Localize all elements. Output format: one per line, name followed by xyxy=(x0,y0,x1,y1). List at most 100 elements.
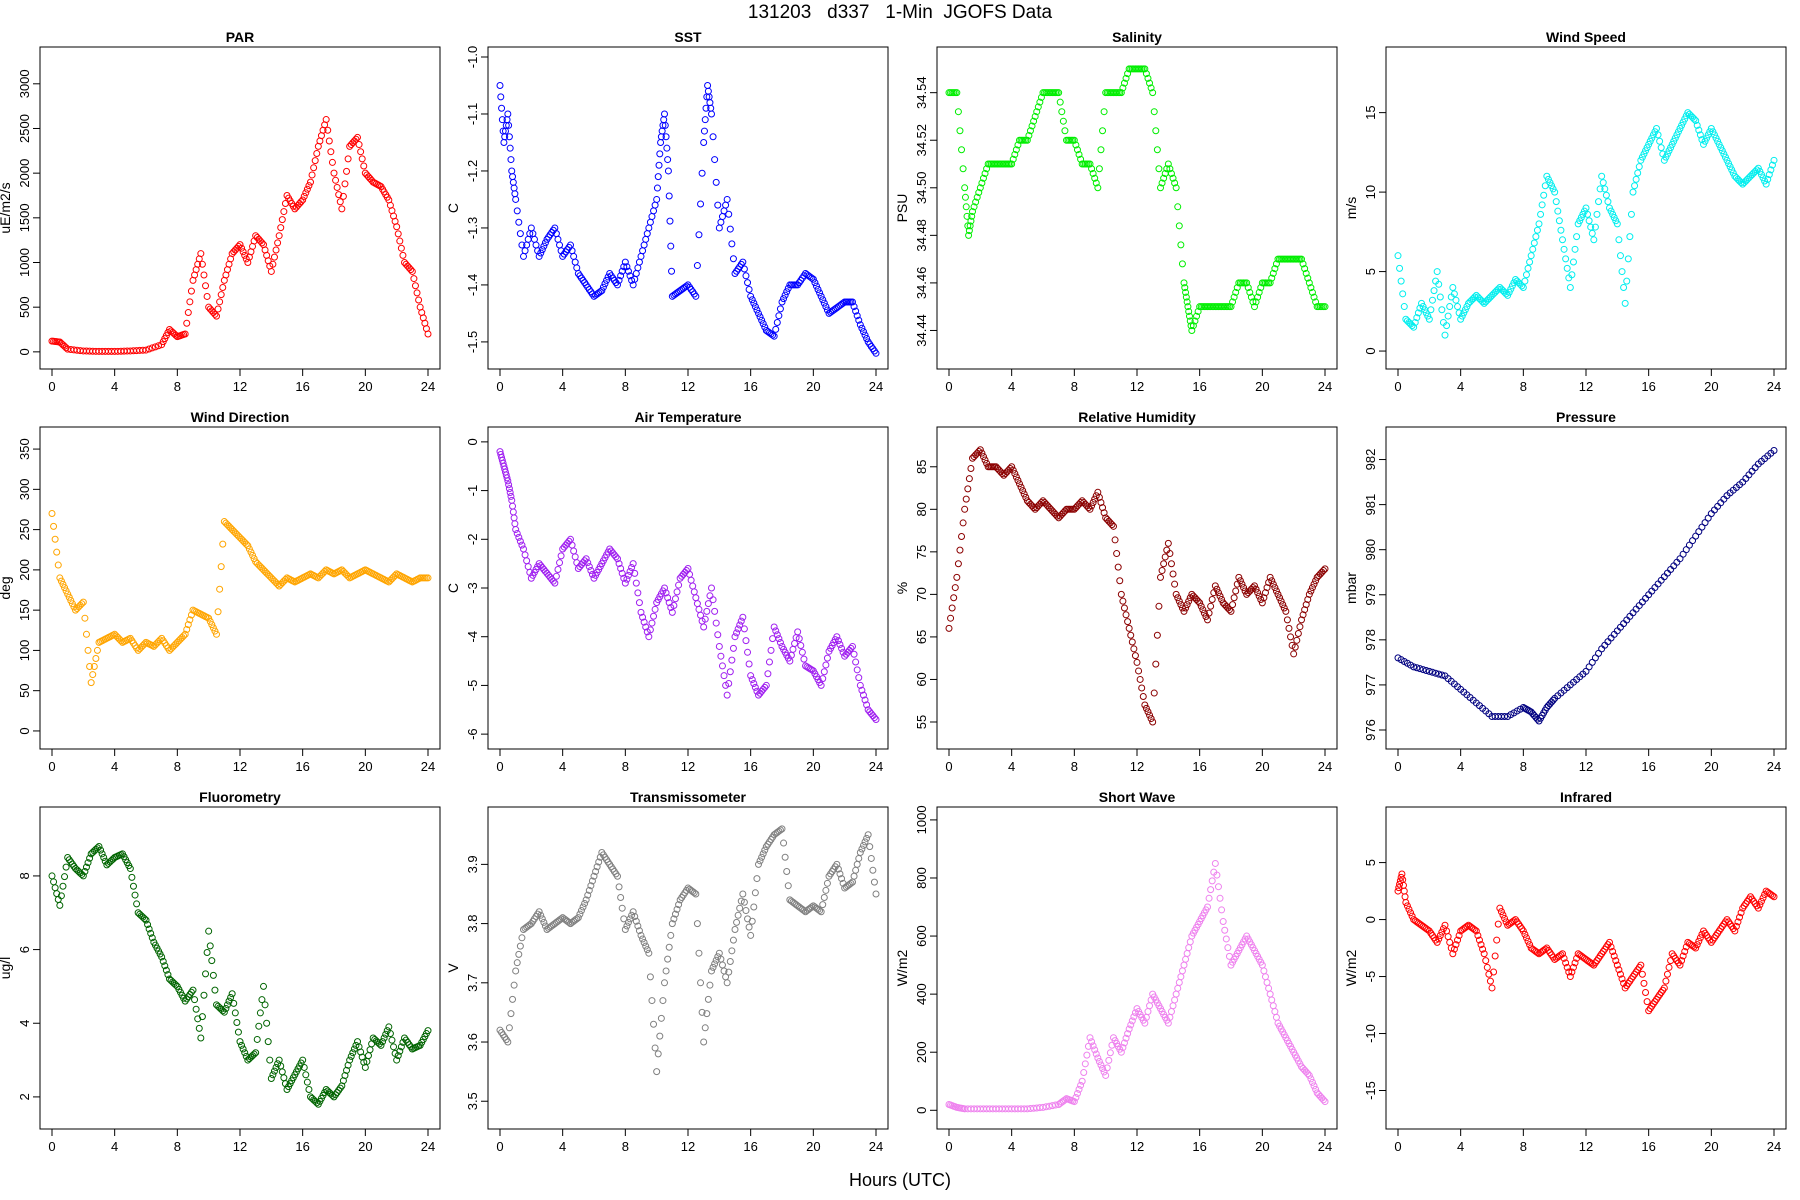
panel-title-relative-humidity: Relative Humidity xyxy=(1078,409,1196,425)
data-point-interp xyxy=(1679,952,1687,960)
panel-title-par: PAR xyxy=(226,29,255,45)
data-point-interp xyxy=(847,644,855,652)
x-tick-label-short-wave: 0 xyxy=(945,1139,952,1154)
data-point-interp xyxy=(956,546,964,554)
data-point-interp xyxy=(759,850,767,858)
data-point-interp xyxy=(1524,264,1532,272)
data-point xyxy=(598,287,606,295)
data-point-interp xyxy=(511,190,519,198)
data-point xyxy=(762,681,770,689)
data-point-interp xyxy=(1768,892,1776,900)
data-point-interp xyxy=(847,879,855,887)
data-point-interp xyxy=(1207,886,1215,894)
data-point-interp xyxy=(1396,264,1404,272)
data-point-interp xyxy=(1254,293,1262,301)
data-point-interp xyxy=(211,310,219,318)
data-point-interp xyxy=(1229,601,1237,609)
y-tick-label-sst: -1.3 xyxy=(465,217,480,239)
data-point-interp xyxy=(540,242,548,250)
data-point xyxy=(142,916,150,924)
data-point-interp xyxy=(247,548,255,556)
data-point-interp xyxy=(1678,957,1686,965)
data-point-interp xyxy=(722,201,730,209)
data-point-interp xyxy=(1615,966,1623,974)
data-point-interp xyxy=(1135,667,1143,675)
data-point xyxy=(508,167,516,175)
data-point xyxy=(961,184,969,192)
y-tick-label-wind-direction: 0 xyxy=(17,727,32,734)
data-point-interp xyxy=(670,915,678,923)
data-point-interp xyxy=(661,121,669,129)
data-point-interp xyxy=(972,198,980,206)
x-tick-label-infrared: 12 xyxy=(1579,1139,1593,1154)
data-point-interp xyxy=(628,564,636,572)
data-point-interp xyxy=(1167,1008,1175,1016)
data-point-interp xyxy=(819,296,827,304)
data-point-interp xyxy=(604,273,612,281)
data-point-interp xyxy=(1072,1094,1080,1102)
data-point xyxy=(770,332,778,340)
x-tick-label-transmissometer: 4 xyxy=(559,1139,566,1154)
data-point-interp xyxy=(693,920,701,928)
data-point-interp xyxy=(324,126,332,134)
data-point-interp xyxy=(498,104,506,112)
data-point-interp xyxy=(733,629,741,637)
data-point xyxy=(770,623,778,631)
data-point-interp xyxy=(756,313,764,321)
data-point-interp xyxy=(1161,553,1169,561)
data-point-interp xyxy=(615,560,623,568)
data-point-interp xyxy=(413,289,421,297)
panel-title-salinity: Salinity xyxy=(1112,29,1162,45)
data-point-interp xyxy=(726,957,734,965)
data-point-interp xyxy=(1171,179,1179,187)
data-point-interp xyxy=(1538,201,1546,209)
data-point-interp xyxy=(698,169,706,177)
data-point-interp xyxy=(653,184,661,192)
data-point-interp xyxy=(1092,1050,1100,1058)
data-point-interp xyxy=(967,464,975,472)
data-point-interp xyxy=(399,251,407,259)
x-tick-label-fluorometry: 16 xyxy=(295,1139,309,1154)
data-point-interp xyxy=(1269,1002,1277,1010)
data-point-interp xyxy=(836,641,844,649)
x-tick-label-wind-speed: 20 xyxy=(1704,379,1718,394)
data-point-interp xyxy=(948,604,956,612)
x-tick-label-salinity: 16 xyxy=(1192,379,1206,394)
data-point xyxy=(1770,156,1778,164)
data-point-interp xyxy=(651,201,659,209)
data-point-interp xyxy=(410,275,418,283)
data-point-interp xyxy=(744,648,752,656)
data-point-interp xyxy=(1624,255,1632,263)
data-point-interp xyxy=(639,247,647,255)
data-point-interp xyxy=(728,656,736,664)
data-point-interp xyxy=(1012,146,1020,154)
data-point-interp xyxy=(1187,322,1195,330)
data-point-interp xyxy=(1584,210,1592,218)
data-point-interp xyxy=(736,904,744,912)
y-axis-label-wind-direction: deg xyxy=(0,576,13,599)
data-point-interp xyxy=(1482,957,1490,965)
data-point-interp xyxy=(1097,499,1105,507)
y-tick-label-par: 2500 xyxy=(17,114,32,143)
data-point xyxy=(1227,303,1235,311)
panel-title-infrared: Infrared xyxy=(1560,789,1612,805)
data-point xyxy=(1653,125,1660,133)
data-point-interp xyxy=(81,868,89,876)
data-point-interp xyxy=(571,553,579,561)
panel-frame-wind-direction xyxy=(39,426,441,750)
x-tick-label-salinity: 8 xyxy=(1071,379,1078,394)
data-point xyxy=(653,195,661,203)
data-point-interp xyxy=(1568,968,1576,976)
x-tick-label-infrared: 16 xyxy=(1641,1139,1655,1154)
data-point xyxy=(1425,315,1433,323)
y-tick-label-sst: -1.0 xyxy=(465,46,480,68)
data-point-interp xyxy=(1407,909,1415,917)
data-point-interp xyxy=(1444,933,1452,941)
data-point-interp xyxy=(310,164,318,172)
data-point-interp xyxy=(1037,93,1045,101)
data-point-interp xyxy=(51,535,59,543)
data-point-interp xyxy=(1454,303,1462,311)
data-point xyxy=(1180,607,1188,615)
data-point xyxy=(322,116,330,124)
data-point-interp xyxy=(592,867,600,875)
